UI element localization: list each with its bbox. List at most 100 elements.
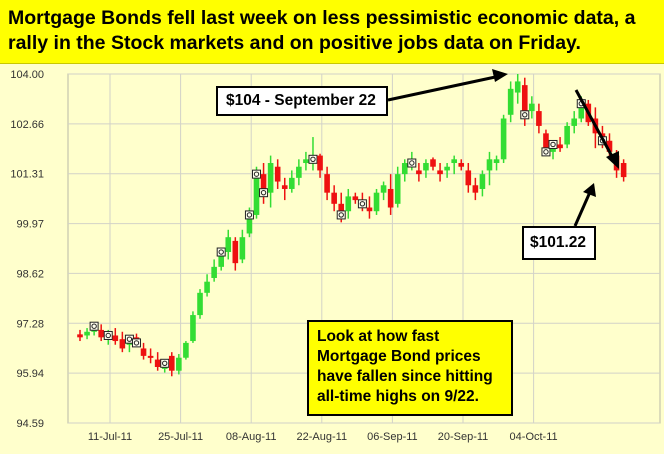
candle bbox=[486, 151, 493, 186]
x-tick-label: 11-Jul-11 bbox=[88, 431, 132, 443]
y-tick-label: 98.62 bbox=[16, 268, 44, 280]
y-axis: 104.00 102.66 101.31 99.97 98.62 97.28 95.94 94… bbox=[10, 69, 44, 430]
candle bbox=[529, 96, 535, 119]
candle-body bbox=[458, 163, 465, 167]
callout-low-label: $101.22 bbox=[522, 226, 596, 260]
candle bbox=[211, 259, 217, 282]
candle bbox=[357, 192, 367, 212]
candle-body bbox=[564, 125, 570, 145]
candle bbox=[98, 324, 104, 342]
y-tick-label: 104.00 bbox=[10, 69, 44, 81]
candle bbox=[124, 334, 134, 353]
candle bbox=[204, 274, 210, 297]
candle bbox=[331, 185, 337, 212]
signal-marker bbox=[336, 210, 346, 220]
candle-body bbox=[246, 214, 253, 234]
y-tick-label: 97.28 bbox=[16, 318, 44, 330]
y-tick-label: 102.66 bbox=[10, 119, 44, 131]
candle-body bbox=[112, 335, 119, 342]
candle-body bbox=[394, 174, 401, 204]
candle bbox=[190, 311, 196, 343]
signal-marker bbox=[308, 154, 318, 164]
candle bbox=[119, 331, 126, 353]
candle bbox=[239, 229, 246, 264]
candle bbox=[437, 163, 443, 182]
candle-body bbox=[267, 163, 274, 193]
candle bbox=[465, 163, 472, 193]
candle-body bbox=[345, 196, 352, 212]
candle bbox=[416, 163, 422, 182]
candle-body bbox=[239, 237, 246, 260]
candle bbox=[225, 229, 232, 260]
candle bbox=[160, 358, 170, 373]
candle bbox=[407, 151, 417, 171]
candle bbox=[336, 192, 346, 223]
candle-body bbox=[536, 111, 542, 126]
y-tick-label: 99.97 bbox=[16, 219, 44, 231]
candle bbox=[430, 157, 436, 171]
callout-high-label: $104 - September 22 bbox=[216, 86, 388, 116]
candle bbox=[197, 289, 203, 319]
candle-body bbox=[606, 140, 613, 152]
candle-body bbox=[479, 174, 486, 189]
candle-body bbox=[232, 240, 239, 264]
candle-body bbox=[416, 170, 422, 175]
signal-marker bbox=[407, 158, 417, 168]
candle bbox=[308, 137, 318, 171]
candle bbox=[514, 74, 521, 104]
candle bbox=[89, 321, 99, 336]
y-tick-label: 95.94 bbox=[16, 368, 44, 380]
candle-body bbox=[274, 166, 281, 182]
candle-body bbox=[486, 159, 493, 171]
candle bbox=[289, 170, 295, 193]
candle-body bbox=[331, 192, 337, 204]
candle-body bbox=[176, 357, 182, 371]
y-tick-label: 94.59 bbox=[16, 418, 44, 430]
candle-body bbox=[521, 85, 528, 115]
candle-body bbox=[380, 185, 387, 193]
signal-marker bbox=[357, 199, 367, 209]
candle-body bbox=[98, 329, 104, 338]
candle-body bbox=[472, 185, 479, 193]
candle bbox=[168, 352, 175, 377]
callout-note: Look at how fast Mortgage Bond prices ha… bbox=[307, 320, 513, 416]
candle bbox=[380, 181, 387, 201]
x-tick-label: 20-Sep-11 bbox=[438, 431, 489, 443]
candle-body bbox=[253, 174, 260, 215]
candle-body bbox=[204, 281, 210, 293]
candle-body bbox=[493, 159, 500, 164]
candle bbox=[500, 114, 507, 164]
candle bbox=[493, 155, 500, 171]
candle bbox=[259, 163, 269, 204]
candle bbox=[536, 103, 542, 134]
candle bbox=[77, 329, 83, 342]
candle bbox=[520, 77, 530, 126]
signal-marker bbox=[548, 139, 558, 149]
candle bbox=[557, 137, 563, 152]
candle-body bbox=[444, 166, 450, 171]
signal-marker bbox=[216, 247, 226, 257]
candle bbox=[444, 163, 450, 178]
arrow-slope-head bbox=[606, 151, 619, 169]
signal-marker bbox=[520, 110, 530, 120]
candle-body bbox=[140, 348, 147, 356]
candle-body bbox=[366, 207, 373, 212]
candle-body bbox=[578, 103, 585, 119]
signal-marker bbox=[252, 169, 261, 179]
candle-body bbox=[289, 177, 295, 189]
candle bbox=[140, 342, 147, 360]
candle bbox=[606, 133, 613, 160]
candle-body bbox=[430, 159, 436, 167]
candle bbox=[451, 155, 457, 175]
candle-body bbox=[514, 81, 521, 93]
candle bbox=[458, 159, 465, 171]
candle-body bbox=[84, 331, 90, 336]
signal-marker bbox=[131, 338, 141, 348]
x-tick-label: 22-Aug-11 bbox=[297, 431, 348, 443]
candle-body bbox=[154, 359, 161, 367]
arrow-slope bbox=[574, 89, 616, 161]
arrow-low bbox=[573, 191, 592, 227]
candle-body bbox=[147, 355, 154, 358]
candle bbox=[267, 155, 274, 208]
